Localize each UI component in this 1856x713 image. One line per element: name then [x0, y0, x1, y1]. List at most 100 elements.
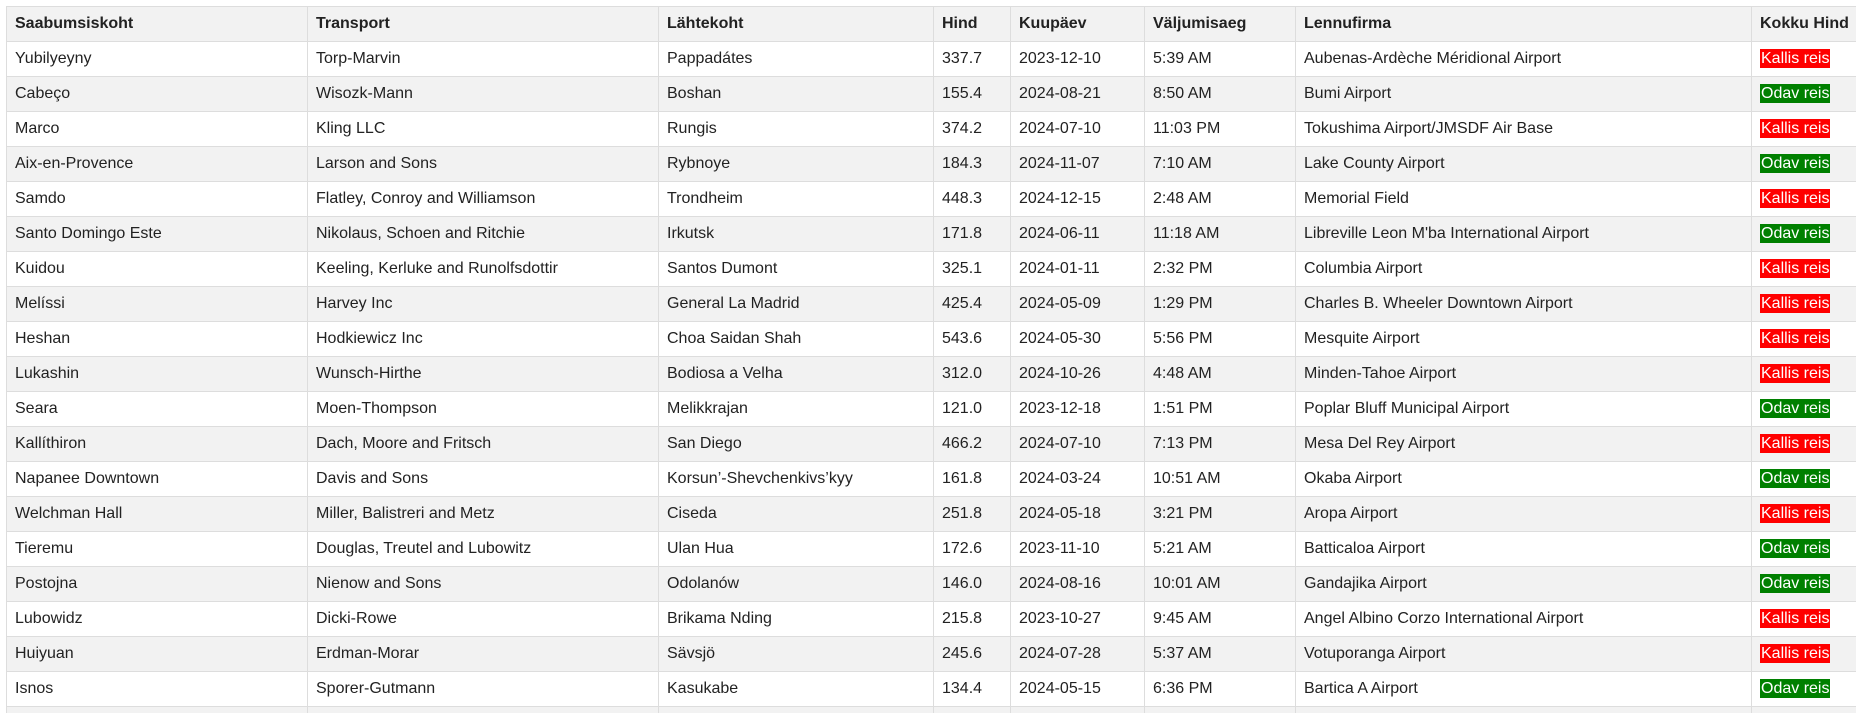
cell-departure-place: Kasukabe — [658, 671, 934, 707]
cell-departure-time: 4:48 AM — [1144, 356, 1296, 392]
cell-date: 2024-03-24 — [1010, 461, 1145, 497]
cell-departure-time: 1:51 PM — [1144, 391, 1296, 427]
cell-date: 2024-10-26 — [1010, 356, 1145, 392]
cell-date: 2023-10-27 — [1010, 601, 1145, 637]
cell-arrival: Heshan — [6, 321, 308, 357]
price-category-badge: Kallis reis — [1760, 259, 1831, 278]
cell-departure-place: Odolanów — [658, 566, 934, 602]
cell-transport: Keeling, Kerluke and Runolfsdottir — [307, 251, 659, 287]
cell-date: 2024-05-18 — [1010, 496, 1145, 532]
table-header-row: Saabumsiskoht Transport Lähtekoht Hind Kuupä… — [6, 6, 1856, 42]
cell-price: 171.8 — [933, 216, 1011, 252]
cell-departure-place: Sävsjö — [658, 636, 934, 672]
cell-date: 2024-07-10 — [1010, 426, 1145, 462]
cell-price: 448.3 — [933, 181, 1011, 217]
cell-date: 2023-11-10 — [1010, 531, 1145, 567]
cell-departure-place: Boshan — [658, 76, 934, 112]
cell-airline: Poplar Bluff Municipal Airport — [1295, 391, 1752, 427]
cell-departure-place: Rungis — [658, 111, 934, 147]
cell-total-price: Kallis reis — [1751, 496, 1856, 532]
cell-airline: Charles B. Wheeler Downtown Airport — [1295, 286, 1752, 322]
cell-arrival: Lukashin — [6, 356, 308, 392]
table-row: Isnos Sporer-Gutmann Kasukabe 134.4 2024-05-… — [6, 671, 1856, 707]
cell-price: 312.0 — [933, 356, 1011, 392]
cell-departure-time: 11:03 PM — [1144, 111, 1296, 147]
cell-price — [933, 706, 1011, 713]
cell-date: 2024-01-11 — [1010, 251, 1145, 287]
cell-departure-time: 10:51 AM — [1144, 461, 1296, 497]
cell-date: 2024-06-11 — [1010, 216, 1145, 252]
cell-airline: Batticaloa Airport — [1295, 531, 1752, 567]
table-row: Lubowidz Dicki-Rowe Brikama Nding 215.8 2023… — [6, 601, 1856, 637]
cell-airline: Gandajika Airport — [1295, 566, 1752, 602]
cell-airline: Mesa Del Rey Airport — [1295, 426, 1752, 462]
cell-transport: Flatley, Conroy and Williamson — [307, 181, 659, 217]
cell-arrival: Samdo — [6, 181, 308, 217]
cell-date: 2024-05-15 — [1010, 671, 1145, 707]
cell-price: 337.7 — [933, 41, 1011, 77]
table-row: Santo Domingo Este Nikolaus, Schoen and R… — [6, 216, 1856, 252]
cell-transport: Moen-Thompson — [307, 391, 659, 427]
table-row: Tieremu Douglas, Treutel and Lubowitz Ulan… — [6, 531, 1856, 567]
table-row: Welchman Hall Miller, Balistreri and Metz… — [6, 496, 1856, 532]
cell-airline: Minden-Tahoe Airport — [1295, 356, 1752, 392]
cell-airline: Okaba Airport — [1295, 461, 1752, 497]
cell-date: 2024-08-16 — [1010, 566, 1145, 602]
cell-transport: Nikolaus, Schoen and Ritchie — [307, 216, 659, 252]
cell-transport: Torp-Marvin — [307, 41, 659, 77]
cell-total-price: Kallis reis — [1751, 286, 1856, 322]
cell-price: 146.0 — [933, 566, 1011, 602]
cell-departure-time: 6:36 PM — [1144, 671, 1296, 707]
header-date: Kuupäev — [1010, 6, 1145, 42]
cell-departure-place: Brikama Nding — [658, 601, 934, 637]
cell-total-price: Kallis reis — [1751, 181, 1856, 217]
cell-date: 2023-12-10 — [1010, 41, 1145, 77]
header-transport: Transport — [307, 6, 659, 42]
cell-price: 155.4 — [933, 76, 1011, 112]
cell-total-price — [1751, 706, 1856, 713]
price-category-badge: Odav reis — [1760, 399, 1831, 418]
cell-arrival: Tieremu — [6, 531, 308, 567]
cell-date: 2024-07-10 — [1010, 111, 1145, 147]
cell-total-price: Kallis reis — [1751, 356, 1856, 392]
cell-airline: Mesquite Airport — [1295, 321, 1752, 357]
cell-total-price: Kallis reis — [1751, 111, 1856, 147]
table-row: Seara Moen-Thompson Melikkrajan 121.0 2023-1… — [6, 391, 1856, 427]
table-row: Postojna Nienow and Sons Odolanów 146.0 2024… — [6, 566, 1856, 602]
cell-departure-time: 9:45 AM — [1144, 601, 1296, 637]
table-row: Napanee Downtown Davis and Sons Korsun’-Sh… — [6, 461, 1856, 497]
cell-arrival: Melíssi — [6, 286, 308, 322]
cell-arrival: Isnos — [6, 671, 308, 707]
cell-price: 184.3 — [933, 146, 1011, 182]
cell-transport: Sporer-Gutmann — [307, 671, 659, 707]
cell-transport: Davis and Sons — [307, 461, 659, 497]
cell-date: 2024-08-21 — [1010, 76, 1145, 112]
cell-arrival: Welchman Hall — [6, 496, 308, 532]
table-row: Kallíthiron Dach, Moore and Fritsch San Di… — [6, 426, 1856, 462]
table-row: Cabeço Wisozk-Mann Boshan 155.4 2024-08-21 8:… — [6, 76, 1856, 112]
price-category-badge: Odav reis — [1760, 469, 1831, 488]
table-row — [6, 706, 1856, 713]
price-category-badge: Kallis reis — [1760, 504, 1831, 523]
cell-departure-place: Santos Dumont — [658, 251, 934, 287]
cell-transport: Hodkiewicz Inc — [307, 321, 659, 357]
price-category-badge: Kallis reis — [1760, 49, 1831, 68]
cell-airline: Aubenas-Ardèche Méridional Airport — [1295, 41, 1752, 77]
cell-total-price: Kallis reis — [1751, 426, 1856, 462]
header-arrival: Saabumsiskoht — [6, 6, 308, 42]
cell-departure-place: General La Madrid — [658, 286, 934, 322]
cell-departure-time: 10:01 AM — [1144, 566, 1296, 602]
cell-total-price: Kallis reis — [1751, 321, 1856, 357]
cell-departure-time: 5:56 PM — [1144, 321, 1296, 357]
cell-departure-place: Melikkrajan — [658, 391, 934, 427]
cell-total-price: Odav reis — [1751, 76, 1856, 112]
price-category-badge: Odav reis — [1760, 539, 1831, 558]
cell-total-price: Kallis reis — [1751, 41, 1856, 77]
price-category-badge: Kallis reis — [1760, 119, 1831, 138]
cell-total-price: Odav reis — [1751, 146, 1856, 182]
cell-departure-time: 1:29 PM — [1144, 286, 1296, 322]
header-departure-place: Lähtekoht — [658, 6, 934, 42]
price-category-badge: Odav reis — [1760, 224, 1831, 243]
cell-departure-time — [1144, 706, 1296, 713]
price-category-badge: Odav reis — [1760, 154, 1831, 173]
